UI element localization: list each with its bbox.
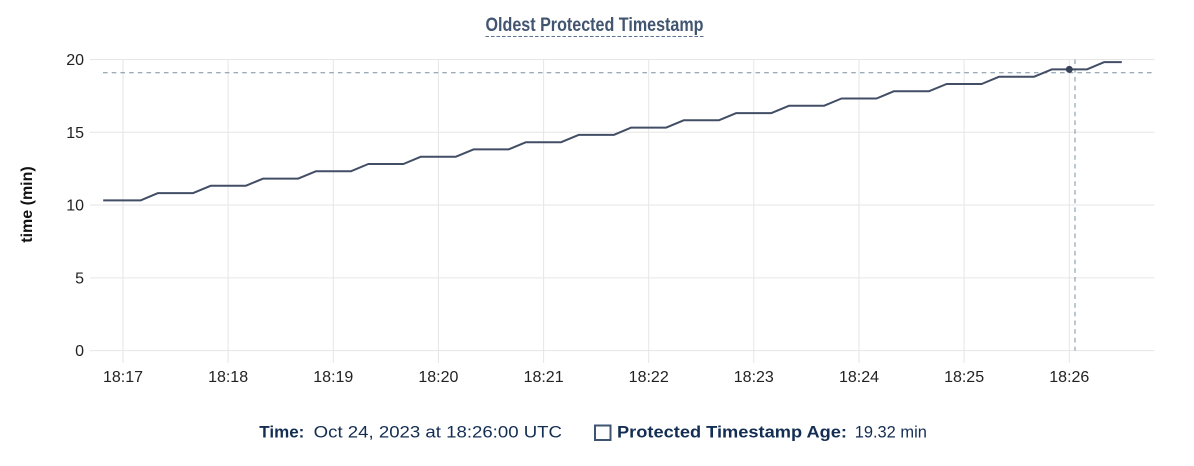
svg-text:18:19: 18:19 — [313, 369, 353, 386]
svg-text:20: 20 — [66, 52, 84, 69]
svg-text:5: 5 — [75, 270, 84, 287]
svg-text:Oldest Protected Timestamp: Oldest Protected Timestamp — [486, 15, 704, 36]
svg-text:18:23: 18:23 — [734, 369, 774, 386]
svg-text:18:24: 18:24 — [839, 369, 879, 386]
svg-text:Protected Timestamp Age:: Protected Timestamp Age: — [617, 423, 847, 442]
svg-text:18:17: 18:17 — [103, 369, 143, 386]
svg-text:Oct 24, 2023 at 18:26:00 UTC: Oct 24, 2023 at 18:26:00 UTC — [314, 423, 562, 442]
svg-text:10: 10 — [66, 198, 84, 215]
svg-text:Time:: Time: — [259, 423, 304, 442]
svg-text:time (min): time (min) — [19, 166, 36, 242]
svg-text:18:22: 18:22 — [629, 369, 669, 386]
svg-text:0: 0 — [75, 343, 84, 360]
svg-text:18:21: 18:21 — [524, 369, 564, 386]
svg-text:18:26: 18:26 — [1049, 369, 1089, 386]
svg-text:18:18: 18:18 — [208, 369, 248, 386]
svg-text:18:20: 18:20 — [418, 369, 458, 386]
svg-text:19.32 min: 19.32 min — [855, 423, 927, 442]
svg-text:15: 15 — [66, 125, 84, 142]
svg-text:18:25: 18:25 — [944, 369, 984, 386]
